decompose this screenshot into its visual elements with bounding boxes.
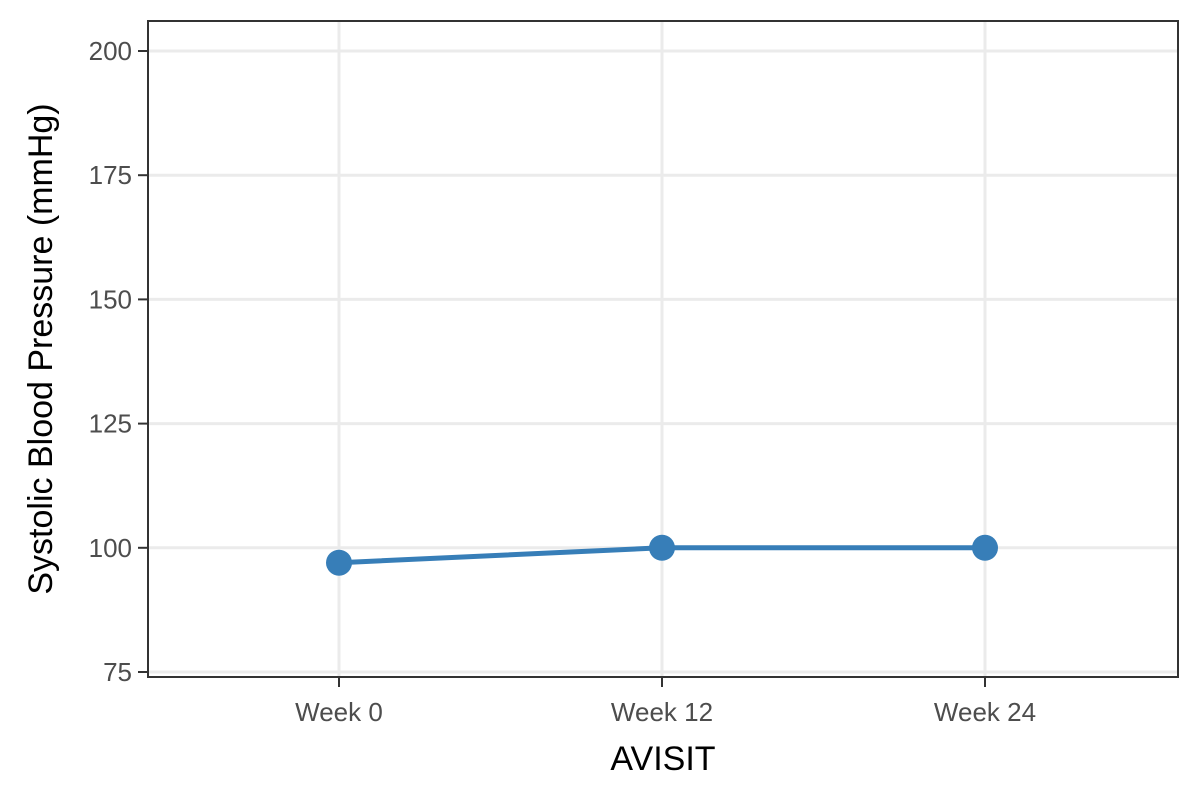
data-point [326,549,352,576]
y-axis-title: Systolic Blood Pressure (mmHg) [22,103,60,594]
gridlines [148,21,1178,677]
y-tick-label: 125 [89,409,132,439]
y-tick-label: 200 [89,36,132,66]
data-point [649,534,675,561]
x-axis: Week 0 Week 12 Week 24 [295,677,1036,727]
y-tick-label: 175 [89,160,132,190]
x-tick-label: Week 12 [611,697,713,727]
x-axis-title: AVISIT [610,740,715,778]
x-tick-label: Week 0 [295,697,383,727]
y-tick-label: 150 [89,284,132,314]
series-layer [326,534,998,576]
x-tick-label: Week 24 [934,697,1036,727]
data-point [972,534,998,561]
y-tick-label: 75 [103,657,132,687]
y-tick-label: 100 [89,533,132,563]
y-axis: 75 100 125 150 175 200 [89,36,148,687]
